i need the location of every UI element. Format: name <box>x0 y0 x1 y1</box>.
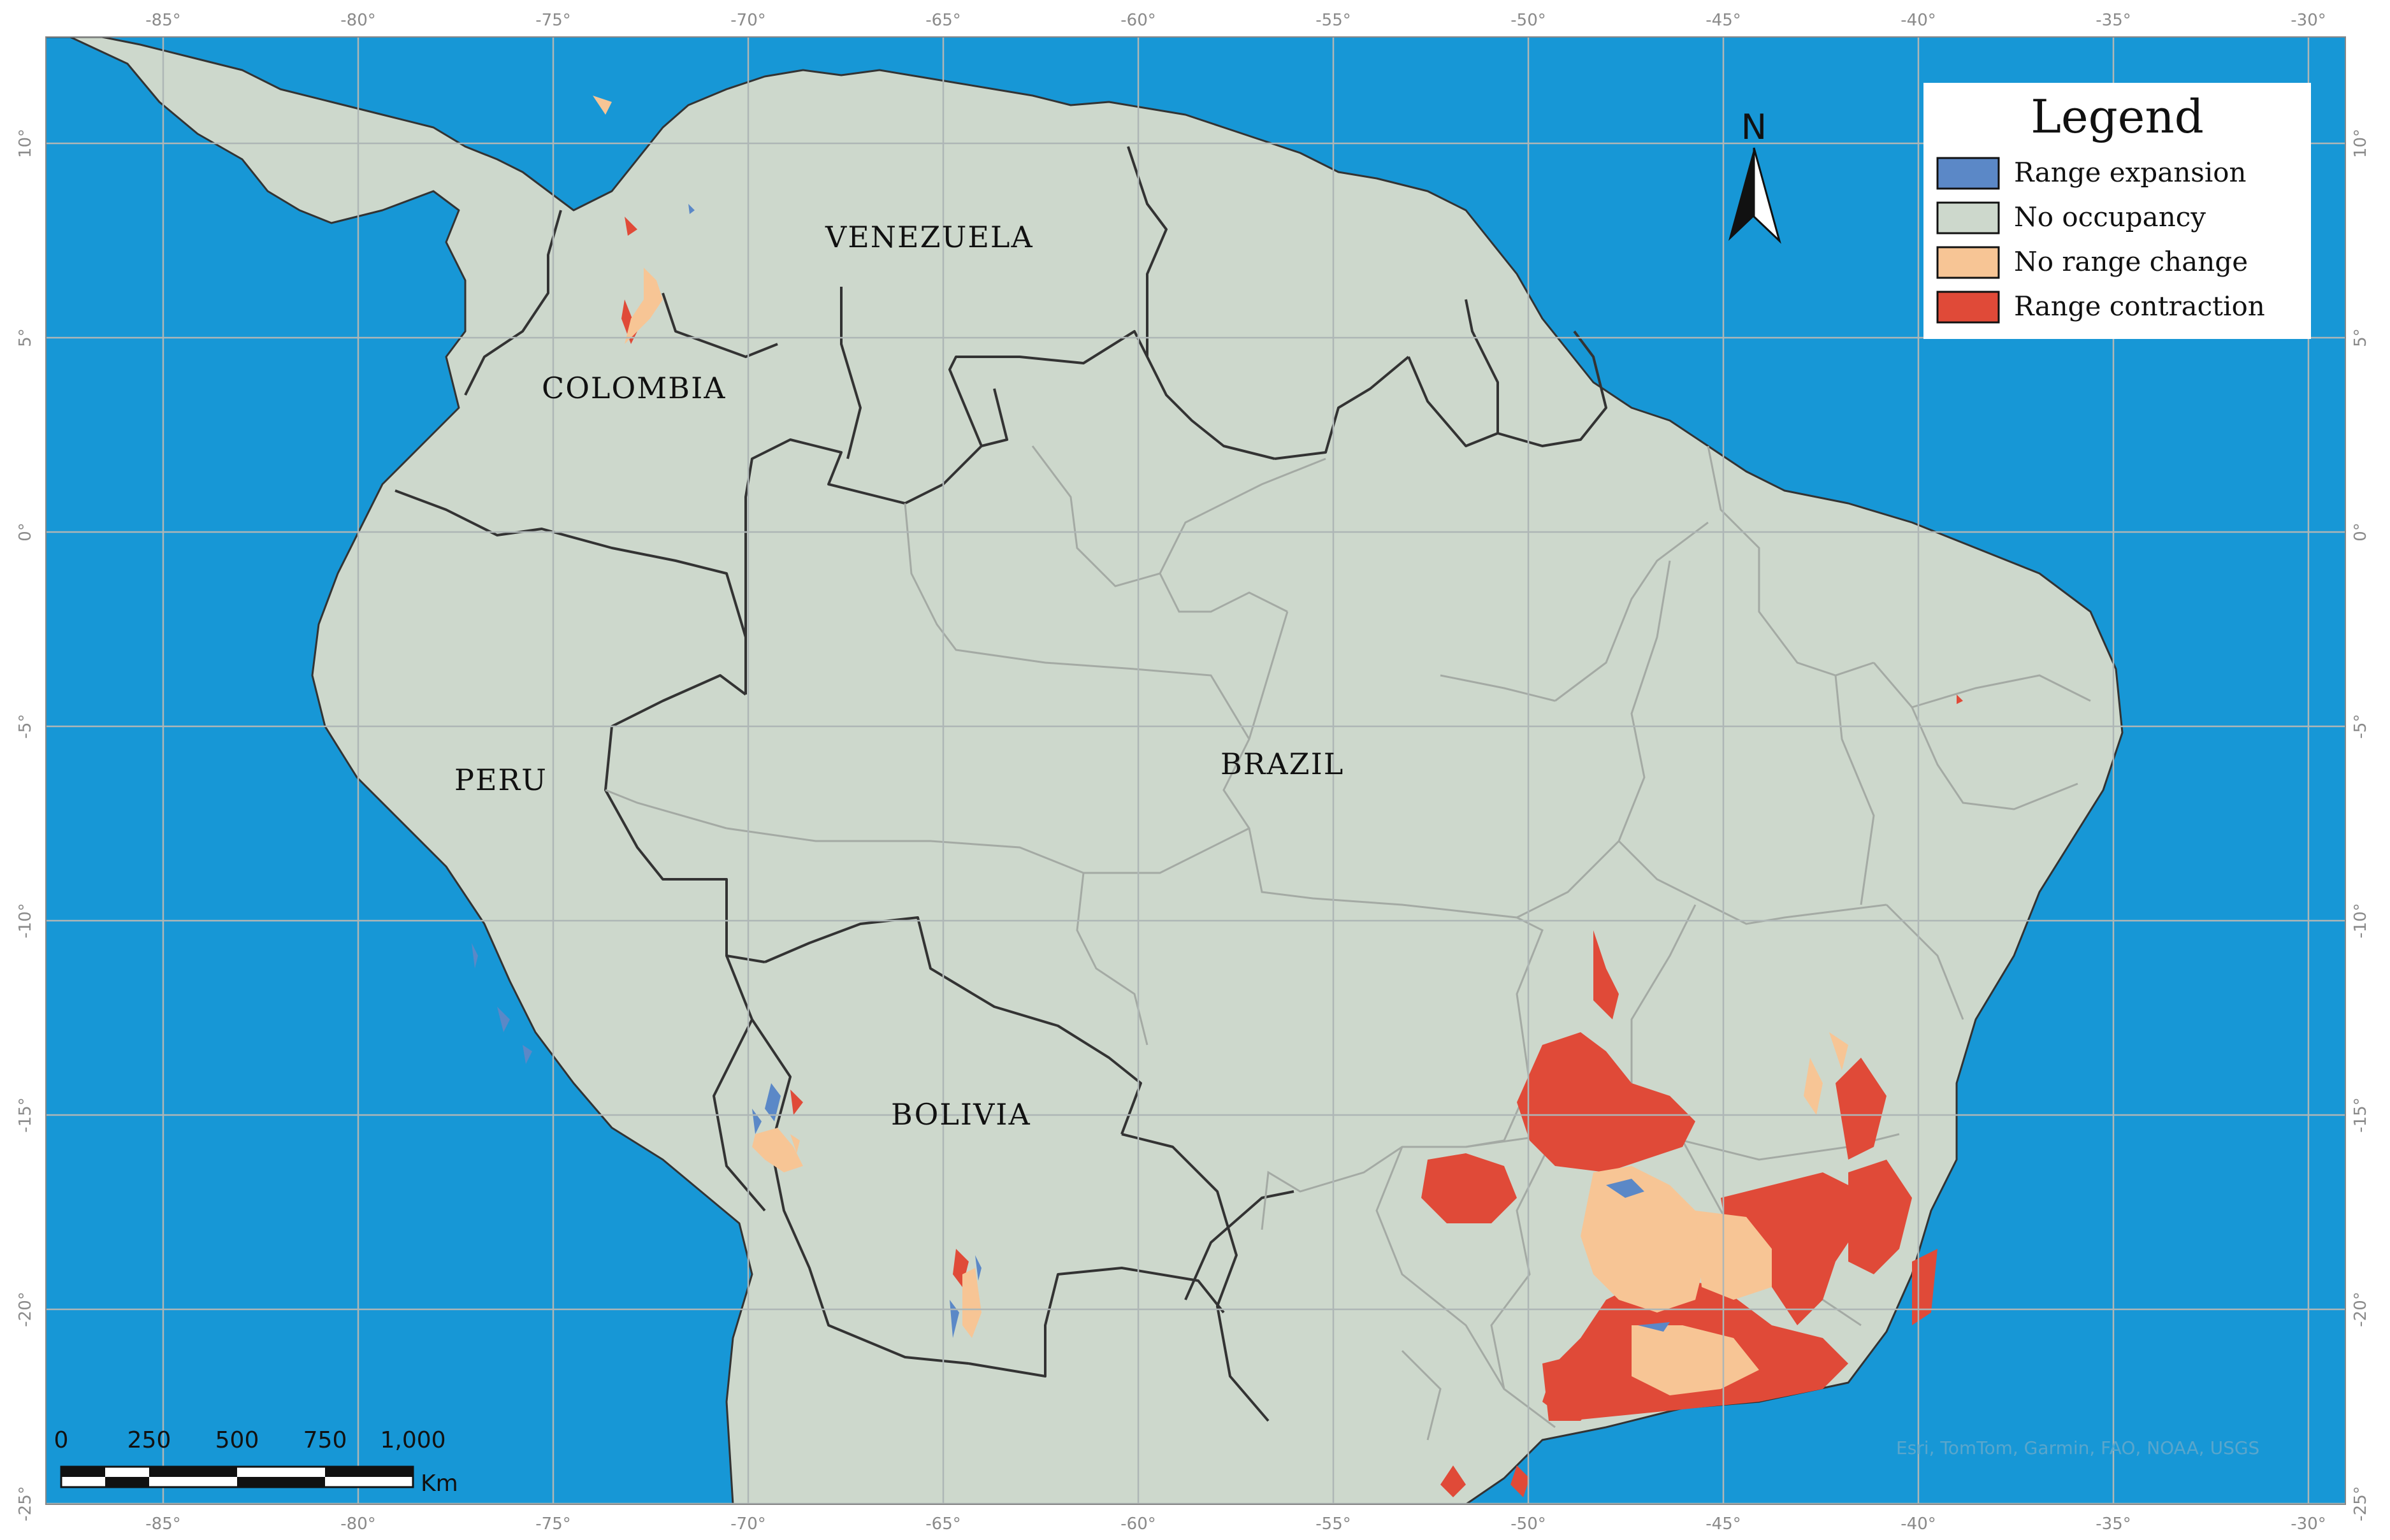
country-label-brazil: BRAZIL <box>1220 747 1344 781</box>
lat-tick-right: -5° <box>2351 714 2370 739</box>
scale-bar-tick: 0 <box>54 1427 69 1453</box>
lon-tick-top: -30° <box>2291 11 2326 30</box>
lon-tick-bottom: -50° <box>1510 1515 1546 1534</box>
lon-tick-top: -50° <box>1510 11 1546 30</box>
country-label-peru: PERU <box>454 763 547 797</box>
lat-tick-right: -20° <box>2351 1292 2370 1327</box>
lon-tick-bottom: -65° <box>925 1515 960 1534</box>
north-arrow: N <box>1728 107 1781 244</box>
legend-item-label: No range change <box>2014 246 2248 277</box>
lon-tick-bottom: -55° <box>1315 1515 1351 1534</box>
legend: Legend Range expansion No occupancy No ran… <box>1923 83 2311 339</box>
scale-bar-tick: 1,000 <box>380 1427 445 1453</box>
legend-swatch <box>1936 201 2000 234</box>
scale-bar-tick: 250 <box>127 1427 171 1453</box>
lon-tick-top: -35° <box>2096 11 2131 30</box>
lon-tick-bottom: -60° <box>1120 1515 1155 1534</box>
lat-tick-left: 0° <box>16 522 35 542</box>
lon-tick-bottom: -40° <box>1901 1515 1936 1534</box>
scale-bar-unit: Km <box>421 1471 458 1497</box>
lon-tick-top: -65° <box>925 11 960 30</box>
lat-tick-left: -20° <box>16 1292 35 1327</box>
country-label-colombia: COLOMBIA <box>542 371 726 405</box>
legend-item-label: Range contraction <box>2014 291 2265 322</box>
scale-bar-tick: 500 <box>215 1427 259 1453</box>
legend-item-label: Range expansion <box>2014 157 2247 188</box>
map-frame[interactable]: VENEZUELA COLOMBIA PERU BRAZIL BOLIVIA E… <box>0 37 2345 1504</box>
legend-swatch <box>1936 246 2000 279</box>
lon-tick-bottom: -30° <box>2291 1515 2326 1534</box>
lon-tick-top: -80° <box>340 11 375 30</box>
lat-tick-left: -25° <box>16 1486 35 1521</box>
legend-item-label: No occupancy <box>2014 201 2206 233</box>
scale-bar: 0 250 500 750 1,000 Km <box>54 1427 458 1497</box>
lon-tick-top: -75° <box>535 11 570 30</box>
lat-tick-right: 0° <box>2351 522 2370 542</box>
legend-swatch <box>1936 291 2000 324</box>
country-borders <box>395 146 1607 1422</box>
lon-tick-bottom: -35° <box>2096 1515 2131 1534</box>
lon-tick-bottom: -70° <box>730 1515 765 1534</box>
lat-tick-right: -15° <box>2351 1097 2370 1132</box>
lat-tick-left: -15° <box>16 1097 35 1132</box>
lat-tick-right: -10° <box>2351 903 2370 938</box>
lat-tick-left: -10° <box>16 903 35 938</box>
map-credit: Esri, TomTom, Garmin, FAO, NOAA, USGS <box>1896 1437 2259 1458</box>
lon-tick-top: -60° <box>1120 11 1155 30</box>
legend-swatch <box>1936 157 2000 190</box>
lon-tick-bottom: -85° <box>145 1515 180 1534</box>
lat-tick-right: -25° <box>2351 1486 2370 1521</box>
tick-labels: -85° -85° -80° -80° -75° -75° -70° -70° -65° -65°… <box>16 11 2370 1534</box>
lon-tick-bottom: -45° <box>1706 1515 1741 1534</box>
scale-bar-tick: 750 <box>303 1427 347 1453</box>
lat-tick-left: 5° <box>16 328 35 347</box>
lat-tick-right: 10° <box>2351 129 2370 158</box>
lon-tick-top: -45° <box>1706 11 1741 30</box>
lon-tick-bottom: -75° <box>535 1515 570 1534</box>
lon-tick-top: -70° <box>730 11 765 30</box>
lat-tick-left: -5° <box>16 714 35 739</box>
lon-tick-top: -40° <box>1901 11 1936 30</box>
country-label-venezuela: VENEZUELA <box>825 220 1034 254</box>
lon-tick-top: -55° <box>1315 11 1351 30</box>
lon-tick-top: -85° <box>145 11 180 30</box>
lon-tick-bottom: -80° <box>340 1515 375 1534</box>
lat-tick-left: 10° <box>16 129 35 158</box>
no-range-change-areas <box>593 96 1848 1395</box>
north-arrow-label: N <box>1741 107 1767 147</box>
legend-title: Legend <box>2031 90 2204 143</box>
country-label-bolivia: BOLIVIA <box>891 1097 1031 1132</box>
lat-tick-right: 5° <box>2351 328 2370 347</box>
